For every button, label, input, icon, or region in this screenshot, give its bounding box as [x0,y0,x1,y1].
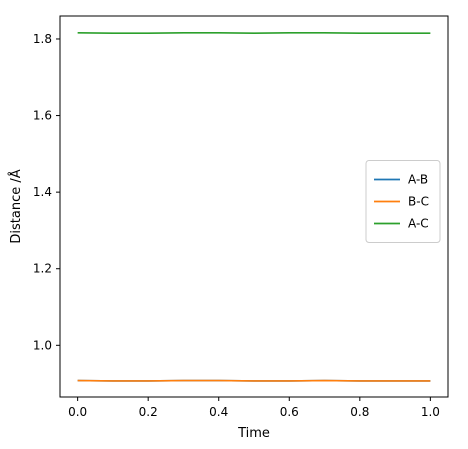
x-tick-label: 0.6 [280,405,299,419]
y-tick-label: 1.6 [33,109,52,123]
axes: 0.0 0.2 0.4 0.6 0.8 1.0 1.0 1.2 1.4 1.6 1.8 Time Dis… [8,15,449,441]
legend-box [365,160,441,243]
x-tick-label: 1.0 [421,405,440,419]
axes-frame [59,15,449,398]
y-tick-label: 1.0 [33,338,52,352]
x-tick-label: 0.4 [209,405,228,419]
plot-area [77,32,431,382]
x-tick-label: 0.0 [68,405,87,419]
y-axis-label: Distance /Å [8,169,24,243]
legend-label-a-b: A-B [408,173,428,187]
y-tick-label: 1.8 [33,32,52,46]
legend-label-b-c: B-C [408,195,429,209]
legend-label-a-c: A-C [408,217,429,231]
x-axis-label: Time [237,426,270,441]
x-tick-label: 0.2 [139,405,158,419]
y-tick-label: 1.4 [33,185,52,199]
y-tick-label: 1.2 [33,262,52,276]
legend: A-B B-C A-C [365,160,441,243]
x-tick-label: 0.8 [350,405,369,419]
